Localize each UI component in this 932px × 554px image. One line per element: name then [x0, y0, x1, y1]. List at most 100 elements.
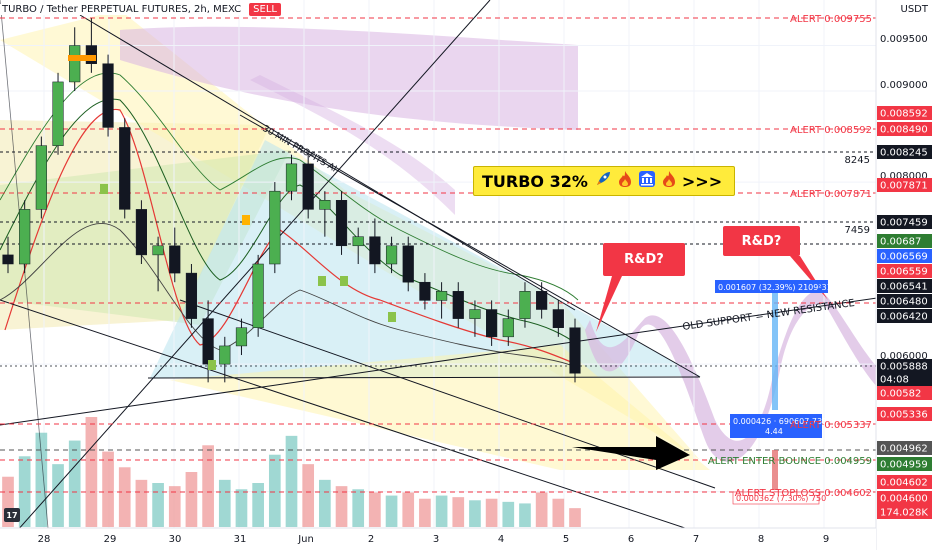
banner-suffix: >>>	[681, 171, 723, 191]
time-tick: 28	[38, 534, 51, 545]
currency-label[interactable]: USDT	[900, 4, 928, 15]
candle-body	[536, 291, 548, 310]
candle-body	[486, 309, 498, 338]
time-tick: 2	[368, 534, 374, 545]
price-tag-label: 04:08	[880, 375, 909, 386]
trendline-support	[239, 114, 701, 378]
alert-label: ALERT 0.007871	[790, 189, 872, 200]
candle-body	[302, 163, 314, 210]
price-tag-label: 0.006480	[880, 297, 928, 308]
price-tag-label: 0.006569	[880, 252, 928, 263]
price-tag	[877, 441, 932, 455]
volume-bar	[469, 500, 481, 527]
measure-up-label: 0.001607 (32.39%) 2109²31	[718, 283, 832, 292]
candle-body	[252, 263, 264, 328]
volume-bar	[285, 435, 298, 527]
signal-badge: SELL	[249, 2, 281, 16]
volume-bar	[2, 476, 14, 527]
price-tag	[877, 294, 932, 308]
price-tag-label: 0.004602	[880, 478, 928, 489]
price-tag	[877, 491, 932, 505]
tradingview-logo[interactable]: 17	[4, 508, 20, 522]
volume-bar	[435, 495, 448, 527]
volume-bar	[485, 498, 498, 527]
volume-bar	[335, 486, 348, 527]
time-tick: 30	[169, 534, 182, 545]
alert-label: ALERT STOPLOSS 0.004602	[735, 488, 872, 499]
breakdown-arrow-icon	[572, 436, 690, 470]
volume-bar	[352, 489, 365, 527]
trendline-base	[147, 376, 701, 379]
price-tag	[877, 249, 932, 263]
price-tag-label: 174.028K	[880, 508, 928, 519]
measure-up-box	[715, 280, 828, 293]
time-tick: 9	[823, 534, 829, 545]
volume-bar	[235, 489, 248, 527]
measure-bar-up	[772, 290, 778, 410]
price-level-label: 8245	[845, 155, 870, 166]
price-tag-label: 0.006559	[880, 267, 928, 278]
banner-text: TURBO 32%	[482, 171, 588, 191]
price-tag	[877, 234, 932, 248]
price-tag	[877, 178, 932, 192]
promo-banner: TURBO 32% >>>	[473, 166, 735, 196]
price-tag	[877, 372, 932, 386]
volume-bars	[2, 417, 581, 527]
candle-body	[319, 200, 331, 210]
candle-body	[335, 200, 348, 247]
price-tag	[877, 215, 932, 229]
price-tag-label: 0.005888	[880, 362, 928, 373]
candle-body	[19, 209, 31, 265]
time-tick: 5	[563, 534, 569, 545]
measure-down-label-b: 4.44	[765, 427, 783, 436]
volume-bar	[552, 498, 565, 527]
candle-body	[552, 309, 564, 328]
price-tick: 0.009000	[880, 80, 928, 91]
candle-body	[385, 245, 398, 265]
arrows	[572, 256, 828, 490]
callout-pointer	[596, 276, 622, 332]
candle-body	[519, 291, 531, 319]
price-tag-label: 0.008592	[880, 109, 928, 120]
volume-bar	[502, 501, 515, 527]
volume-bar	[385, 495, 398, 527]
volume-bar	[118, 467, 131, 527]
candle-body	[402, 245, 414, 283]
candle-body	[85, 45, 97, 64]
candle-body	[285, 163, 298, 192]
price-tick: 0.009500	[880, 34, 928, 45]
price-tag	[877, 457, 932, 471]
fire-icon	[618, 170, 632, 192]
buy-signal-marker	[340, 276, 348, 286]
price-tag	[877, 359, 932, 373]
candle-body	[235, 327, 248, 347]
time-tick: 6	[628, 534, 634, 545]
price-tag	[877, 407, 932, 421]
price-tag-label: 0.004600	[880, 494, 928, 505]
chart-header: TURBO / Tether PERPETUAL FUTURES, 2h, ME…	[0, 0, 281, 18]
candle-body	[219, 345, 231, 365]
volume-bar	[319, 479, 331, 527]
time-tick: 4	[498, 534, 504, 545]
rd-callout-2: R&D?	[723, 226, 800, 256]
candle-body	[69, 45, 81, 83]
candle-body	[185, 272, 198, 319]
candle-body	[352, 236, 364, 247]
purple-band-lower	[250, 75, 455, 215]
time-tick: 7	[693, 534, 699, 545]
trendline-steep-up	[0, 0, 491, 551]
candle-body	[269, 190, 281, 265]
price-tag-label: 0.004962	[880, 444, 928, 455]
buy-signal-marker	[388, 312, 396, 322]
symbol-title[interactable]: TURBO / Tether PERPETUAL FUTURES, 2h, ME…	[0, 3, 244, 15]
volume-bar	[202, 445, 214, 527]
price-tag-label: 0.004959	[880, 460, 928, 471]
price-tag-label: 0.008245	[880, 148, 928, 159]
candle-body	[419, 281, 431, 301]
volume-bar	[268, 454, 281, 527]
volume-bar	[135, 479, 148, 527]
price-tag-label: 0.006420	[880, 312, 928, 323]
